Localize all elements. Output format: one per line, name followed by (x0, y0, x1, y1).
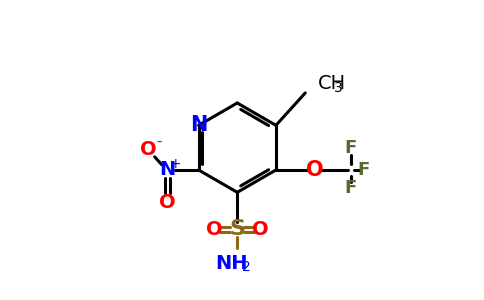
Text: O: O (160, 193, 176, 212)
Text: O: O (252, 220, 269, 239)
Text: N: N (190, 115, 207, 135)
Text: 2: 2 (242, 260, 251, 274)
Text: CH: CH (318, 74, 346, 93)
Text: S: S (229, 219, 245, 239)
Text: F: F (345, 179, 357, 197)
Text: N: N (160, 160, 176, 179)
Text: 3: 3 (333, 81, 343, 94)
Text: NH: NH (215, 254, 247, 273)
Text: O: O (305, 160, 323, 180)
Text: O: O (206, 220, 223, 239)
Text: F: F (358, 161, 370, 179)
Text: +: + (170, 157, 182, 171)
Text: -: - (156, 134, 161, 149)
Text: F: F (345, 140, 357, 158)
Text: O: O (140, 140, 157, 159)
